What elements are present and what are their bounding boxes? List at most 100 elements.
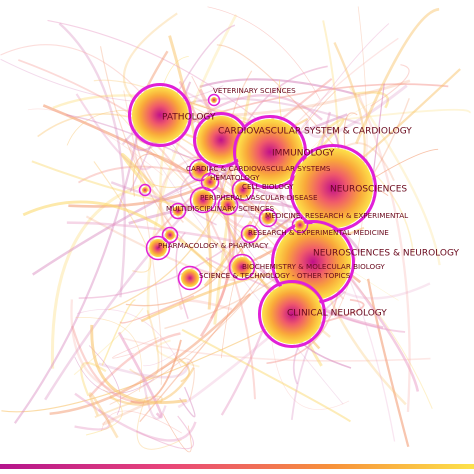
edge bbox=[348, 86, 441, 266]
edge bbox=[85, 215, 235, 282]
node-label: CLINICAL NEUROLOGY bbox=[287, 309, 387, 319]
node-ring bbox=[177, 265, 203, 291]
node-ring bbox=[233, 115, 307, 189]
edge bbox=[219, 65, 328, 197]
edge bbox=[175, 232, 189, 319]
node-ring bbox=[161, 226, 179, 244]
node bbox=[173, 206, 183, 216]
edge bbox=[93, 161, 152, 273]
node-ring bbox=[217, 194, 239, 216]
node-label: CARDIOVASCULAR SYSTEM & CARDIOLOGY bbox=[218, 127, 412, 137]
edge bbox=[37, 113, 217, 163]
node-ring bbox=[188, 158, 212, 182]
node-ring bbox=[231, 178, 255, 202]
node-ring bbox=[138, 183, 152, 197]
node-ring bbox=[240, 224, 260, 244]
node bbox=[244, 228, 256, 240]
node-ring bbox=[145, 235, 171, 261]
labels: VETERINARY SCIENCES PATHOLOGYCARDIOVASCUL… bbox=[158, 86, 459, 319]
edge bbox=[27, 108, 164, 176]
node bbox=[204, 176, 216, 188]
node-label: CELL BIOLOGY bbox=[242, 182, 294, 191]
edge bbox=[13, 107, 144, 424]
edge bbox=[0, 58, 224, 103]
edge bbox=[71, 325, 145, 404]
edge bbox=[156, 339, 200, 368]
node bbox=[295, 220, 305, 230]
edge bbox=[70, 299, 116, 393]
edge bbox=[135, 415, 194, 450]
node bbox=[165, 230, 175, 240]
node bbox=[149, 239, 167, 257]
node bbox=[142, 187, 148, 193]
edge bbox=[129, 24, 236, 193]
edge bbox=[122, 12, 178, 107]
edge bbox=[85, 389, 123, 436]
node-ring bbox=[128, 83, 192, 147]
node bbox=[132, 87, 188, 143]
node-label: MEDICINE, RESEARCH & EXPERIMENTAL bbox=[265, 211, 408, 220]
edge bbox=[216, 44, 339, 152]
edge bbox=[101, 410, 182, 434]
node bbox=[192, 162, 208, 178]
edge bbox=[74, 356, 155, 394]
edges bbox=[0, 6, 471, 453]
edge bbox=[73, 307, 144, 376]
edge bbox=[162, 413, 192, 453]
edge bbox=[22, 200, 213, 269]
edge bbox=[305, 84, 408, 139]
edge bbox=[270, 331, 350, 410]
edge bbox=[88, 392, 119, 439]
edge bbox=[178, 386, 196, 418]
node-label: RESEARCH & EXPERIMENTAL MEDICINE bbox=[248, 228, 389, 237]
edge bbox=[128, 200, 362, 254]
edge bbox=[88, 345, 121, 415]
node-label: IMMUNOLOGY bbox=[272, 149, 335, 159]
node-label: NEUROSCIENCES bbox=[330, 185, 407, 195]
edge bbox=[161, 358, 195, 400]
edge bbox=[290, 308, 338, 420]
edge bbox=[146, 14, 238, 320]
node bbox=[262, 212, 274, 224]
edge bbox=[181, 328, 352, 423]
edge bbox=[74, 408, 111, 431]
node-ring bbox=[189, 186, 217, 214]
edge bbox=[263, 99, 379, 217]
node-label: MULTIDISCIPLINARY SCIENCES bbox=[166, 204, 274, 213]
edge bbox=[342, 108, 471, 121]
edge bbox=[207, 6, 321, 100]
node-label: SCIENCE & TECHNOLOGY - OTHER TOPICS bbox=[199, 271, 351, 280]
edge bbox=[90, 324, 187, 404]
edge bbox=[123, 90, 163, 385]
node-ring bbox=[258, 208, 278, 228]
node bbox=[181, 269, 199, 287]
node-label: VETERINARY SCIENCES bbox=[213, 86, 296, 95]
edge bbox=[355, 91, 390, 109]
node bbox=[293, 148, 373, 228]
edge bbox=[203, 220, 253, 287]
edge bbox=[101, 299, 137, 366]
edge bbox=[357, 93, 411, 412]
node bbox=[235, 182, 251, 198]
edge bbox=[122, 337, 431, 362]
node bbox=[232, 257, 252, 277]
node-ring bbox=[207, 93, 221, 107]
edge bbox=[0, 44, 144, 96]
node bbox=[221, 198, 235, 212]
edge bbox=[94, 395, 163, 418]
edge bbox=[178, 357, 191, 383]
edge bbox=[178, 299, 233, 311]
edge bbox=[125, 197, 270, 307]
node bbox=[211, 97, 217, 103]
edge bbox=[120, 153, 156, 192]
edge bbox=[355, 7, 440, 145]
time-slice-bar bbox=[0, 464, 474, 469]
edge bbox=[112, 337, 159, 359]
edge bbox=[143, 350, 180, 367]
edge bbox=[47, 19, 280, 139]
node-label: PERIPHERAL VASCULAR DISEASE bbox=[200, 193, 318, 202]
node-label: PATHOLOGY bbox=[162, 113, 216, 123]
edge bbox=[31, 160, 244, 218]
node-ring bbox=[169, 202, 187, 220]
